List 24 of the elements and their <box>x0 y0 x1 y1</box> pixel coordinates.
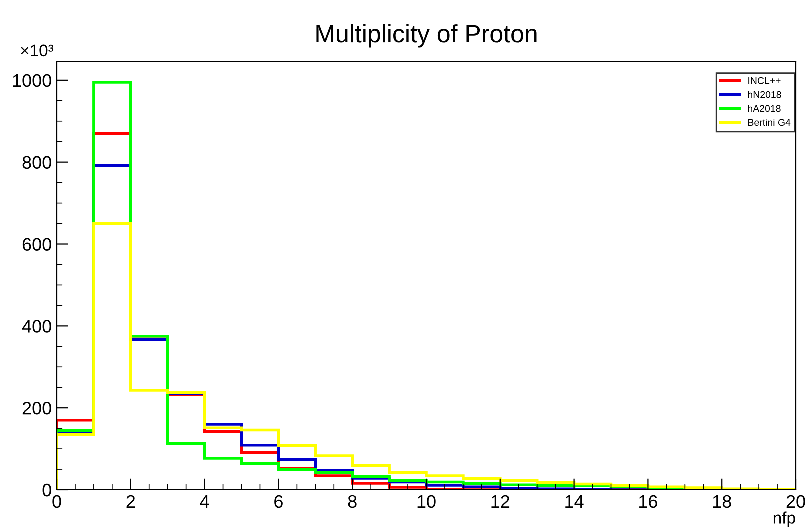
x-tick-label: 16 <box>640 495 658 508</box>
x-tick-label: 10 <box>418 495 436 508</box>
y-tick-label: 400 <box>22 320 52 333</box>
y-tick-label: 1000 <box>13 74 52 88</box>
x-tick-label: 12 <box>492 495 510 508</box>
legend-label: Bertini G4 <box>748 118 791 126</box>
y-tick-label: 0 <box>42 484 52 497</box>
legend-label: INCL++ <box>748 77 781 84</box>
x-tick-label: 0 <box>52 495 62 508</box>
y-tick-label: 200 <box>22 402 52 415</box>
y-tick-label: 600 <box>22 238 52 251</box>
chart-title: Multiplicity of Proton <box>316 24 537 48</box>
y-axis-title: ×10³ <box>21 44 54 57</box>
x-tick-label: 18 <box>713 495 732 508</box>
x-tick-label: 8 <box>348 495 357 508</box>
x-tick-label: 20 <box>786 495 806 508</box>
legend-label: hN2018 <box>748 91 782 98</box>
x-axis-title: nfp <box>774 512 796 528</box>
x-tick-label: 4 <box>200 496 210 508</box>
x-tick-label: 14 <box>566 496 584 508</box>
y-tick-label: 800 <box>22 156 52 170</box>
x-tick-label: 6 <box>274 495 283 508</box>
legend-label: hA2018 <box>748 105 781 112</box>
x-tick-label: 2 <box>126 495 136 508</box>
